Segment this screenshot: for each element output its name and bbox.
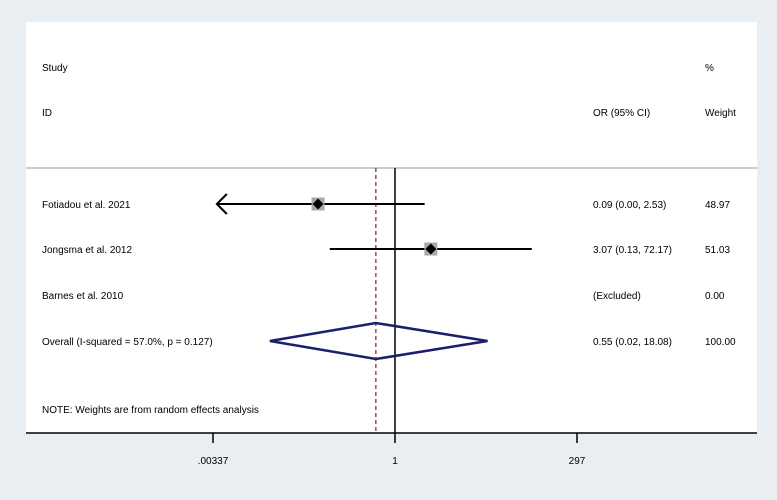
x-tick-label: .00337 bbox=[198, 456, 229, 467]
point-estimate bbox=[425, 243, 437, 255]
overall-weight: 100.00 bbox=[705, 337, 736, 348]
overall-ci: 0.55 (0.02, 18.08) bbox=[593, 337, 672, 348]
study-ci: (Excluded) bbox=[593, 291, 641, 302]
pooled-diamond bbox=[269, 321, 488, 361]
overall-row: Overall (I-squared = 57.0%, p = 0.127) 0… bbox=[42, 321, 736, 361]
point-estimate bbox=[312, 198, 324, 210]
header-weight-percent: % bbox=[705, 63, 714, 74]
study-row: Barnes et al. 2010 (Excluded) 0.00 bbox=[42, 291, 725, 302]
study-row: Fotiadou et al. 2021 0.09 (0.00, 2.53) 4… bbox=[42, 193, 730, 215]
study-row: Jongsma et al. 2012 3.07 (0.13, 72.17) 5… bbox=[42, 242, 730, 256]
x-tick-label: 297 bbox=[569, 456, 586, 467]
study-ci: 3.07 (0.13, 72.17) bbox=[593, 245, 672, 256]
study-weight: 51.03 bbox=[705, 245, 730, 256]
header-weight: Weight bbox=[705, 108, 736, 119]
x-tick-label: 1 bbox=[392, 456, 398, 467]
study-ci: 0.09 (0.00, 2.53) bbox=[593, 200, 666, 211]
overall-label: Overall (I-squared = 57.0%, p = 0.127) bbox=[42, 337, 213, 348]
header-id: ID bbox=[42, 108, 52, 119]
ci-arrow-left bbox=[215, 193, 228, 215]
study-name: Jongsma et al. 2012 bbox=[42, 245, 132, 256]
x-axis-ticks: .00337 1 297 bbox=[198, 433, 586, 467]
study-name: Fotiadou et al. 2021 bbox=[42, 200, 131, 211]
study-name: Barnes et al. 2010 bbox=[42, 291, 124, 302]
footnote: NOTE: Weights are from random effects an… bbox=[42, 405, 259, 416]
header-study: Study bbox=[42, 63, 68, 74]
plot-panel bbox=[26, 22, 757, 433]
header-effect: OR (95% CI) bbox=[593, 108, 650, 119]
study-weight: 0.00 bbox=[705, 291, 725, 302]
study-weight: 48.97 bbox=[705, 200, 730, 211]
